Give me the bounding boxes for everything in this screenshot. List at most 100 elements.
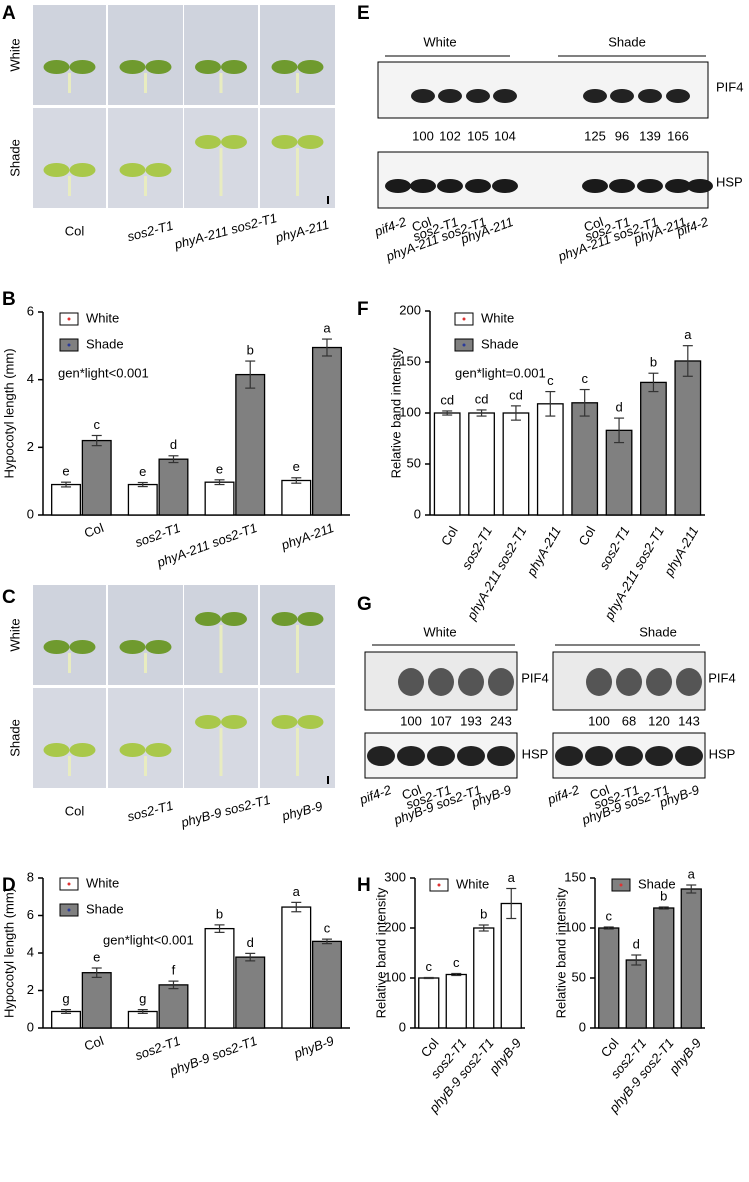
leaf <box>297 612 324 626</box>
error-bar <box>631 954 642 966</box>
error-bar <box>614 417 625 444</box>
error-bar <box>245 952 256 962</box>
significance-letter: d <box>633 936 640 951</box>
legend-label: Shade <box>481 336 519 351</box>
error-bar <box>291 477 302 484</box>
row-label: White <box>7 618 22 651</box>
band <box>687 179 713 193</box>
bar <box>311 346 342 516</box>
significance-letter: c <box>453 955 460 970</box>
quantification: 166 <box>667 128 689 143</box>
quantification: 193 <box>460 713 482 728</box>
error-bar <box>579 388 590 417</box>
protein-label: PIF4 <box>521 670 548 685</box>
error-bar <box>214 479 225 486</box>
lane-label: Col <box>588 782 612 803</box>
leaf <box>69 60 96 74</box>
band <box>586 668 612 696</box>
leaf <box>145 60 172 74</box>
error-bar <box>545 390 556 417</box>
error-bar <box>321 938 332 945</box>
error-bar <box>137 481 148 488</box>
x-tick-label: sos2-T1 <box>133 1033 182 1063</box>
leaf <box>43 743 70 757</box>
bar <box>502 412 530 516</box>
significance-letter: e <box>293 459 300 474</box>
band <box>411 89 435 103</box>
band <box>676 668 702 696</box>
band <box>637 179 663 193</box>
significance-letter: b <box>650 355 657 370</box>
error-bar <box>321 338 332 357</box>
band <box>410 179 436 193</box>
y-tick-label: 0 <box>399 1019 406 1034</box>
bar <box>235 956 266 1029</box>
significance-letter: c <box>547 373 554 388</box>
quantification: 102 <box>439 128 461 143</box>
significance-letter: cd <box>475 391 489 406</box>
leaf <box>195 612 221 626</box>
bar <box>468 412 495 516</box>
legend-label: Shade <box>86 901 124 916</box>
y-tick-label: 150 <box>399 353 421 368</box>
band <box>438 89 462 103</box>
legend-label: White <box>481 310 514 325</box>
bar <box>158 458 189 516</box>
panel-label: H <box>357 875 371 896</box>
genotype-label: Col <box>65 223 85 238</box>
x-tick-label: sos2-T1 <box>596 524 632 572</box>
leaf <box>271 612 298 626</box>
legend-dot <box>462 343 466 347</box>
error-bar <box>423 976 434 980</box>
error-bar <box>168 455 179 464</box>
error-bar <box>137 1009 148 1014</box>
leaf <box>271 60 298 74</box>
bar <box>311 940 342 1029</box>
significance-letter: b <box>216 906 223 921</box>
y-tick-label: 8 <box>27 869 34 884</box>
legend-label: Shade <box>86 336 124 351</box>
leaf <box>221 135 247 149</box>
condition-label: White <box>423 624 456 639</box>
leaf <box>145 163 172 177</box>
protein-label: HSP <box>522 746 549 761</box>
band <box>610 89 634 103</box>
annotation: gen*light<0.001 <box>103 932 194 947</box>
legend-dot <box>67 882 71 886</box>
significance-letter: c <box>581 371 588 386</box>
row-label: Shade <box>7 139 22 177</box>
x-tick-label: Col <box>418 1035 442 1060</box>
y-tick-label: 200 <box>384 919 406 934</box>
bar <box>598 927 620 1029</box>
y-axis-label: Hypocotyl length (mm) <box>1 888 16 1018</box>
lane-label: pif4-2 <box>372 214 409 240</box>
error-bar <box>451 972 462 977</box>
panel-label: D <box>2 875 16 896</box>
leaf <box>69 640 96 654</box>
quantification: 125 <box>584 128 606 143</box>
y-axis-label: Hypocotyl length (mm) <box>1 348 16 478</box>
quantification: 100 <box>588 713 610 728</box>
condition-label: White <box>423 34 456 49</box>
quantification: 143 <box>678 713 700 728</box>
band <box>428 668 454 696</box>
significance-letter: a <box>684 327 692 342</box>
band <box>397 746 425 766</box>
error-bar <box>245 360 256 389</box>
legend-label: White <box>86 875 119 890</box>
bar <box>158 984 189 1029</box>
legend-label: White <box>456 876 489 891</box>
quantification: 96 <box>615 128 629 143</box>
band <box>665 179 691 193</box>
quantification: 105 <box>467 128 489 143</box>
protein-label: PIF4 <box>716 79 743 94</box>
y-tick-label: 150 <box>564 869 586 884</box>
quantification: 68 <box>622 713 636 728</box>
y-tick-label: 6 <box>27 303 34 318</box>
genotype-label: phyA-211 sos2-T1 <box>172 210 279 252</box>
protein-label: PIF4 <box>708 670 735 685</box>
annotation: gen*light<0.001 <box>58 365 149 380</box>
y-axis-label: Relative band intensity <box>373 887 388 1018</box>
band <box>666 89 690 103</box>
